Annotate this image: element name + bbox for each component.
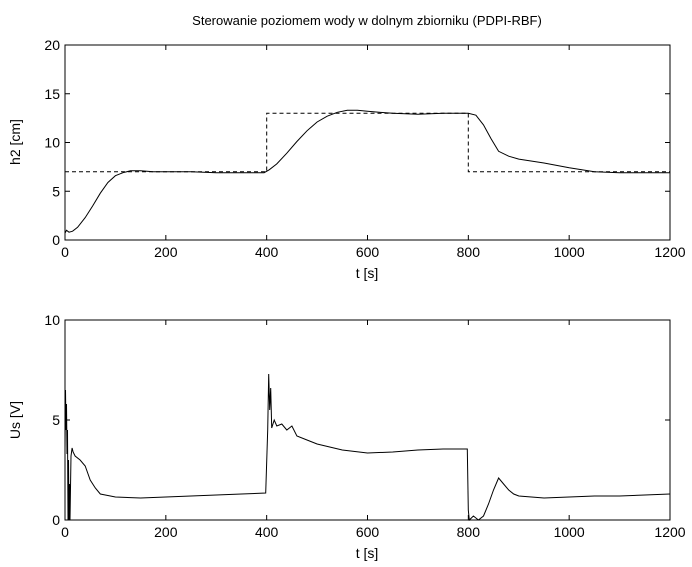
plot-h2-ytick-label: 5 — [52, 183, 60, 199]
plot-h2-ytick-label: 15 — [44, 86, 60, 102]
plot-us-xtick-label: 200 — [154, 524, 178, 540]
plot-h2-ylabel: h2 [cm] — [7, 119, 23, 165]
plot-us-ytick-label: 0 — [52, 512, 60, 528]
plot-us-xtick-label: 600 — [356, 524, 380, 540]
plot-us-xaxis: 0 200 400 600 800 1000 1200 — [61, 320, 686, 540]
plot-us-series-response-line — [64, 373, 671, 522]
plot-h2-xtick-label: 1000 — [554, 244, 585, 260]
plot-h2-xlabel: t [s] — [356, 265, 379, 281]
plot-h2-ytick-label: 20 — [44, 37, 60, 53]
plot-h2-xtick-label: 400 — [255, 244, 279, 260]
plot-us-xtick-label: 0 — [61, 524, 69, 540]
plot-us: 0 200 400 600 800 1000 1200 0 5 10 t [s] Us [V] — [7, 312, 686, 561]
plot-us-yaxis: 0 5 10 — [44, 312, 670, 528]
plot-us-series — [64, 373, 671, 522]
plot-h2: 0 200 400 600 800 1000 1200 0 5 10 15 20 t [s] h2 … — [7, 37, 686, 281]
plot-us-xtick-label: 800 — [457, 524, 481, 540]
plot-h2-xtick-label: 800 — [457, 244, 481, 260]
plot-h2-xtick-label: 1200 — [654, 244, 685, 260]
plot-us-frame — [64, 319, 671, 521]
plot-h2-ytick-label: 10 — [44, 135, 60, 151]
plot-h2-xaxis: 0 200 400 600 800 1000 1200 — [61, 45, 686, 260]
plot-us-ylabel: Us [V] — [7, 401, 23, 439]
plot-h2-yaxis: 0 5 10 15 20 — [44, 37, 670, 248]
plot-h2-series-response-line — [64, 109, 670, 234]
plot-h2-series-setpoint-line — [65, 112, 670, 173]
plot-h2-series — [64, 109, 670, 234]
plot-h2-frame — [64, 44, 671, 241]
plot-h2-xtick-label: 200 — [154, 244, 178, 260]
plot-h2-xtick-label: 0 — [61, 244, 69, 260]
plot-us-xtick-label: 1200 — [654, 524, 685, 540]
plot-us-ytick-label: 10 — [44, 312, 60, 328]
plot-h2-xtick-label: 600 — [356, 244, 380, 260]
plot-us-xtick-label: 400 — [255, 524, 279, 540]
chart-title: Sterowanie poziomem wody w dolnym zbiorn… — [192, 13, 542, 28]
plot-us-xtick-label: 1000 — [554, 524, 585, 540]
plot-us-xlabel: t [s] — [356, 545, 379, 561]
plot-us-ytick-label: 5 — [52, 412, 60, 428]
plot-h2-ytick-label: 0 — [52, 232, 60, 248]
